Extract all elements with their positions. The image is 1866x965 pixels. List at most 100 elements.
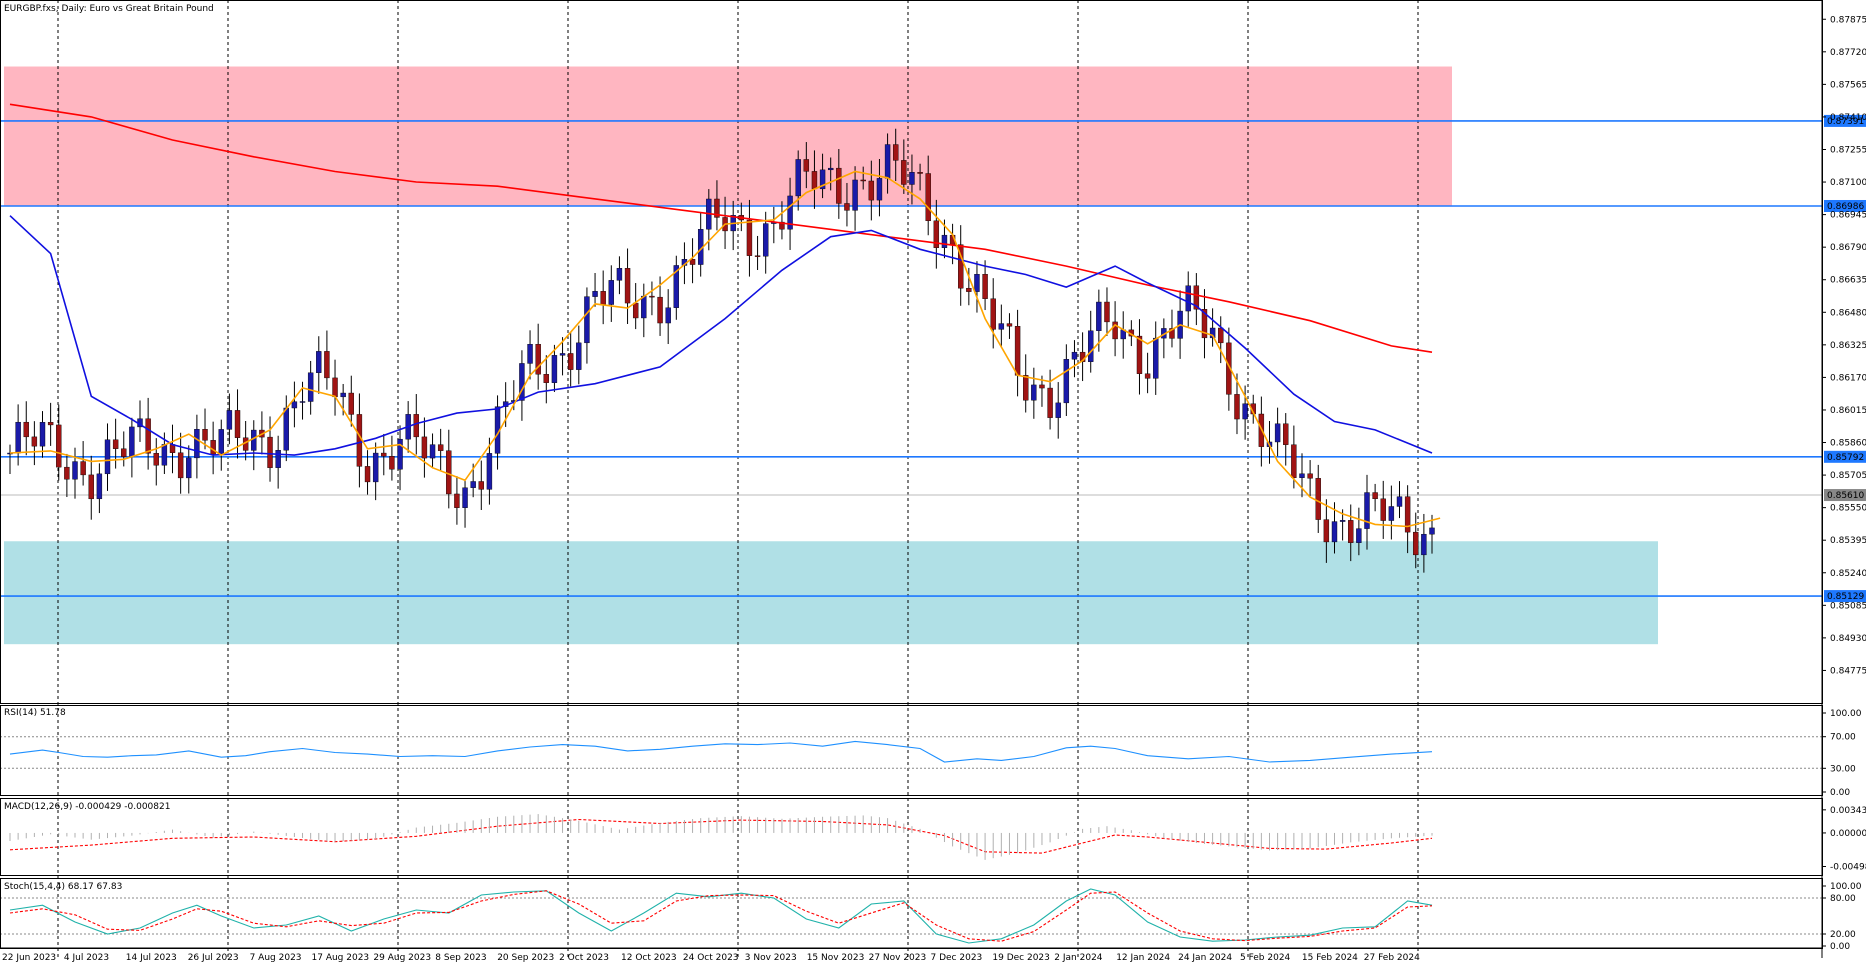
- candle-body: [519, 363, 525, 401]
- price-tick-label: 0.85395: [1830, 536, 1866, 546]
- candle-body: [1169, 328, 1175, 339]
- candle-body: [267, 436, 273, 468]
- candle-body: [397, 438, 403, 470]
- candle-body: [641, 295, 647, 319]
- candle-body: [543, 374, 549, 383]
- level-tag-3: [1824, 590, 1866, 603]
- candle-body: [88, 474, 94, 500]
- axis-tick-label: 0.000000: [1830, 829, 1866, 839]
- price-tick-label: 0.87100: [1830, 178, 1866, 188]
- price-tick-label: 0.86170: [1830, 373, 1866, 383]
- candle-body: [1226, 342, 1232, 395]
- date-label: 24 Jan 2024: [1178, 953, 1232, 963]
- candle-body: [551, 355, 558, 383]
- candle-body: [1356, 528, 1362, 543]
- candle-body: [1283, 423, 1289, 445]
- candle-body: [1372, 492, 1378, 500]
- candle-body: [559, 353, 566, 356]
- candle-body: [1209, 327, 1216, 339]
- price-zones: [4, 66, 1658, 645]
- price-tick-label: 0.86015: [1830, 406, 1866, 416]
- axis-tick-label: 20.00: [1830, 930, 1856, 940]
- date-label: 12 Jan 2024: [1116, 953, 1170, 963]
- candle-body: [1234, 394, 1240, 420]
- panel-frame-0: [0, 0, 1823, 704]
- candle-body: [283, 407, 289, 451]
- date-label: 22 Jun 2023: [2, 953, 56, 963]
- axis-tick-label: 80.00: [1830, 894, 1856, 904]
- candle-body: [1307, 473, 1313, 479]
- candle-body: [234, 410, 241, 438]
- candle-body: [827, 167, 834, 171]
- axis-tick-label: 100.00: [1830, 709, 1862, 719]
- candle-body: [673, 265, 680, 308]
- candle-body: [446, 450, 452, 495]
- candle-body: [779, 221, 785, 230]
- candle-body: [226, 410, 233, 430]
- candle-body: [1088, 330, 1094, 362]
- date-label: 26 Jul 2023: [188, 953, 239, 963]
- axis-tick-label: 30.00: [1830, 764, 1856, 774]
- candle-body: [275, 450, 281, 468]
- price-tick-label: 0.85705: [1830, 471, 1866, 481]
- candle-body: [1023, 375, 1029, 401]
- candle-body: [340, 392, 346, 398]
- candle-body: [714, 198, 720, 218]
- candle-body: [251, 429, 257, 451]
- candle-body: [210, 440, 216, 455]
- candle-body: [632, 302, 639, 319]
- zone-resistance: [4, 66, 1452, 206]
- candle-body: [1323, 519, 1330, 543]
- candle-body: [1096, 301, 1102, 331]
- candle-body: [836, 167, 842, 204]
- stoch-label: Stoch(15,4,4) 68.17 67.83: [4, 882, 122, 892]
- candle-body: [486, 453, 493, 490]
- panel-frame-3: [0, 878, 1823, 949]
- candle-body: [567, 353, 574, 370]
- candle-body: [389, 456, 395, 470]
- horizontal-levels: 0.87391 0.86986 0.85792 0.85129 0.85610: [0, 114, 1866, 603]
- price-tick-label: 0.86945: [1830, 211, 1866, 221]
- candle-body: [665, 307, 671, 324]
- axis-tick-label: 0.00: [1830, 788, 1850, 798]
- candle-body: [153, 453, 159, 466]
- panel-frames: [0, 0, 1823, 949]
- candle-body: [1144, 373, 1151, 379]
- candle-body: [478, 481, 484, 490]
- price-tick-label: 0.87410: [1830, 113, 1866, 123]
- candle-body: [348, 392, 354, 415]
- candle-body: [1380, 498, 1386, 521]
- candle-body: [535, 344, 541, 375]
- candle-body: [47, 422, 54, 426]
- candle-body: [1413, 531, 1419, 556]
- candle-body: [909, 172, 915, 185]
- price-tick-label: 0.85240: [1830, 569, 1866, 579]
- candle-body: [462, 487, 468, 508]
- candle-body: [307, 372, 314, 402]
- candle-body: [901, 160, 907, 185]
- candle-body: [1291, 444, 1297, 478]
- date-label: 19 Dec 2023: [992, 953, 1050, 963]
- candle-body: [811, 171, 818, 190]
- macd-signal-line: [9, 818, 1433, 854]
- price-tick-label: 0.86480: [1830, 308, 1866, 318]
- candlesticks: [7, 128, 1435, 573]
- candle-body: [1039, 384, 1045, 389]
- candle-body: [1429, 527, 1435, 535]
- candle-body: [844, 203, 850, 211]
- candle-body: [1404, 496, 1411, 533]
- stoch-main-line: [9, 888, 1433, 944]
- price-tick-label: 0.85550: [1830, 504, 1866, 514]
- candle-body: [527, 344, 533, 364]
- macd-label: MACD(12,26,9) -0.000429 -0.000821: [4, 802, 170, 812]
- candle-body: [1299, 473, 1305, 478]
- candle-body: [218, 429, 224, 455]
- candle-body: [1339, 520, 1346, 522]
- price-tick-label: 0.86635: [1830, 276, 1866, 286]
- candle-body: [982, 274, 988, 299]
- candle-body: [649, 295, 655, 298]
- candle-body: [958, 244, 964, 289]
- candle-body: [941, 234, 948, 249]
- date-label: 7 Aug 2023: [250, 953, 302, 963]
- candle-body: [332, 377, 338, 398]
